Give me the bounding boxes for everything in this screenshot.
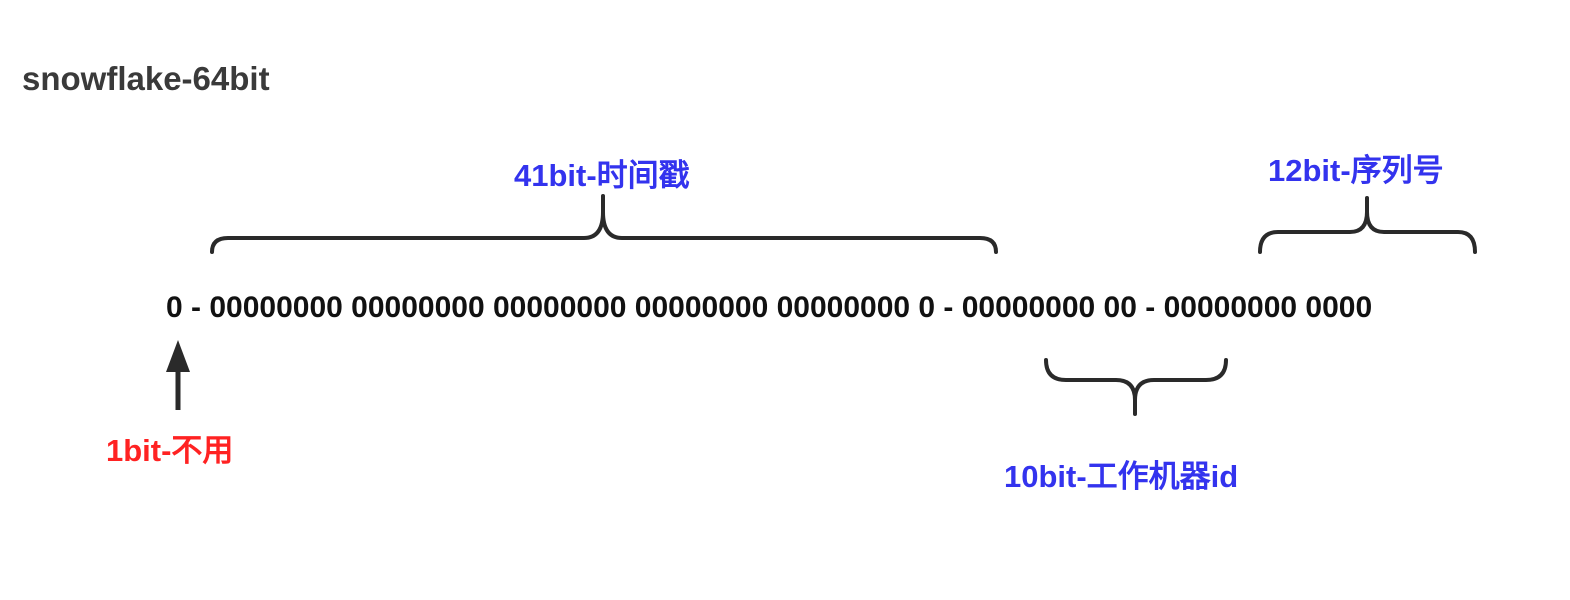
bit-layout-line: 0 - 00000000 00000000 00000000 00000000 … — [166, 291, 1373, 324]
sequence-label: 12bit-序列号 — [1268, 153, 1444, 188]
worker-id-label: 10bit-工作机器id — [1004, 459, 1239, 494]
timestamp-brace — [210, 210, 998, 254]
diagram-title: snowflake-64bit — [22, 60, 270, 97]
timestamp-label: 41bit-时间戳 — [514, 158, 690, 193]
worker-brace — [1044, 358, 1228, 402]
unused-bit-arrow-head — [166, 340, 190, 372]
unused-bit-label: 1bit-不用 — [106, 433, 234, 468]
sequence-brace — [1258, 210, 1477, 254]
